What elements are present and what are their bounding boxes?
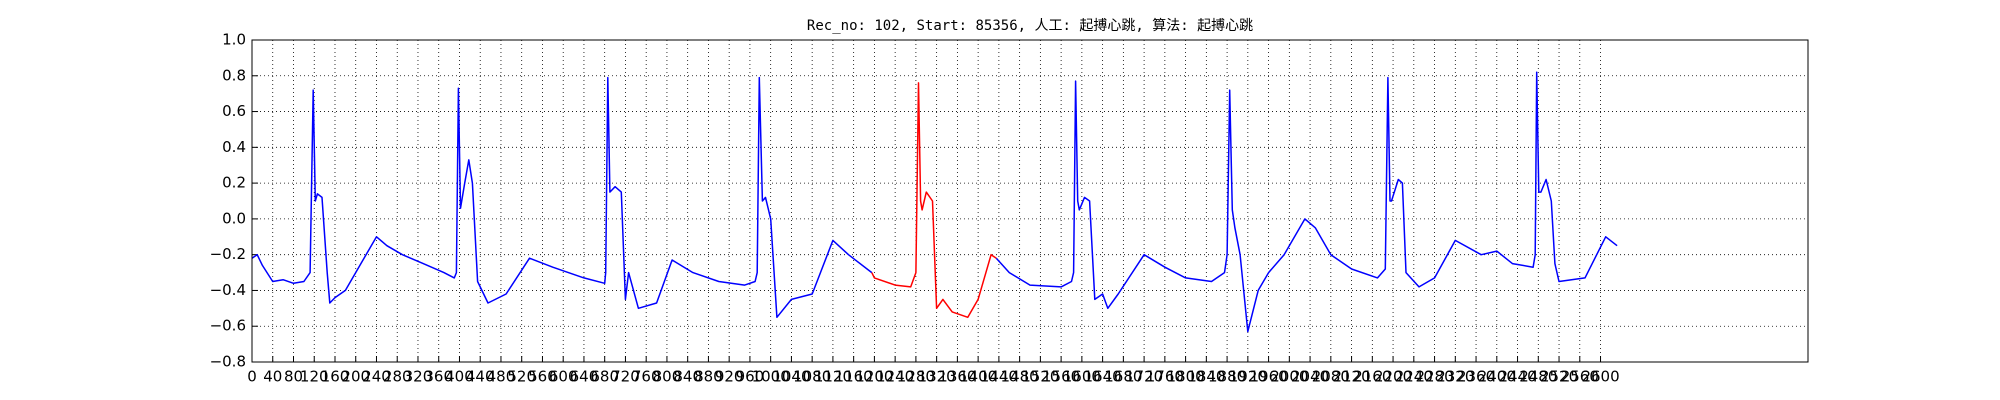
x-tick-label: 2280 xyxy=(1415,368,1453,386)
x-tick-label: 360 xyxy=(424,368,453,386)
x-tick-label: 520 xyxy=(507,368,536,386)
x-tick-label: 1400 xyxy=(959,368,997,386)
x-tick-label: 720 xyxy=(611,368,640,386)
x-tick-label: 1760 xyxy=(1146,368,1184,386)
x-tick-label: 2240 xyxy=(1395,368,1433,386)
x-tick-label: 1080 xyxy=(793,368,831,386)
x-tick-label: 1440 xyxy=(980,368,1018,386)
x-tick-label: 1280 xyxy=(897,368,935,386)
x-tick-label: 320 xyxy=(404,368,433,386)
x-tick-label: 680 xyxy=(590,368,619,386)
x-tick-label: 2200 xyxy=(1374,368,1412,386)
x-tick-label: 1640 xyxy=(1084,368,1122,386)
x-tick-label: 2080 xyxy=(1312,368,1350,386)
x-tick-label: 40 xyxy=(263,368,282,386)
x-tick-label: 1200 xyxy=(855,368,893,386)
x-tick-label: 1880 xyxy=(1208,368,1246,386)
x-tick-label: 1960 xyxy=(1249,368,1287,386)
x-tick-label: 1320 xyxy=(918,368,956,386)
ecg-line xyxy=(871,82,997,319)
x-tick-label: 2400 xyxy=(1478,368,1516,386)
x-tick-label: 2120 xyxy=(1332,368,1370,386)
x-tick-label: 1160 xyxy=(835,368,873,386)
x-tick-label: 1240 xyxy=(876,368,914,386)
x-tick-label: 1800 xyxy=(1167,368,1205,386)
x-tick-label: 2360 xyxy=(1457,368,1495,386)
y-tick-label: 0.4 xyxy=(222,138,246,156)
x-tick-label: 1040 xyxy=(772,368,810,386)
y-tick-label: 0.8 xyxy=(222,66,246,84)
y-tick-label: −0.2 xyxy=(210,245,246,263)
x-tick-label: 1360 xyxy=(938,368,976,386)
x-tick-label: 400 xyxy=(445,368,474,386)
x-tick-label: 2560 xyxy=(1561,368,1599,386)
y-tick-label: −0.6 xyxy=(210,317,246,335)
x-tick-label: 240 xyxy=(362,368,391,386)
y-tick-label: 1.0 xyxy=(222,31,246,49)
x-tick-label: 2600 xyxy=(1581,368,1619,386)
x-tick-label: 80 xyxy=(284,368,303,386)
x-tick-label: 440 xyxy=(466,368,495,386)
x-tick-label: 280 xyxy=(383,368,412,386)
x-tick-label: 1120 xyxy=(814,368,852,386)
chart-title: Rec_no: 102, Start: 85356, 人工: 起搏心跳, 算法:… xyxy=(807,17,1253,34)
x-tick-label: 920 xyxy=(715,368,744,386)
x-tick-label: 2160 xyxy=(1353,368,1391,386)
x-tick-label: 840 xyxy=(673,368,702,386)
x-tick-label: 2000 xyxy=(1270,368,1308,386)
x-tick-label: 800 xyxy=(653,368,682,386)
y-tick-label: 0.6 xyxy=(222,102,246,120)
x-tick-label: 1480 xyxy=(1001,368,1039,386)
x-tick-label: 2040 xyxy=(1291,368,1329,386)
x-tick-label: 160 xyxy=(321,368,350,386)
x-tick-label: 1000 xyxy=(752,368,790,386)
x-tick-label: 0 xyxy=(247,368,257,386)
x-tick-label: 1920 xyxy=(1229,368,1267,386)
x-tick-label: 640 xyxy=(570,368,599,386)
x-tick-label: 2480 xyxy=(1519,368,1557,386)
y-tick-label: 0.0 xyxy=(222,209,246,227)
ecg-line xyxy=(251,71,1618,333)
x-tick-label: 560 xyxy=(528,368,557,386)
y-tick-label: −0.8 xyxy=(210,353,246,371)
x-tick-label: 2520 xyxy=(1540,368,1578,386)
y-tick-label: −0.4 xyxy=(210,281,246,299)
x-tick-label: 120 xyxy=(300,368,329,386)
x-tick-label: 2440 xyxy=(1498,368,1536,386)
x-tick-label: 600 xyxy=(549,368,578,386)
x-tick-label: 880 xyxy=(694,368,723,386)
x-tick-label: 1720 xyxy=(1125,368,1163,386)
x-tick-label: 1600 xyxy=(1063,368,1101,386)
y-tick-label: 0.2 xyxy=(222,174,246,192)
x-tick-label: 200 xyxy=(341,368,370,386)
x-tick-label: 1840 xyxy=(1187,368,1225,386)
x-tick-label: 1680 xyxy=(1104,368,1142,386)
x-tick-label: 760 xyxy=(632,368,661,386)
x-tick-label: 1560 xyxy=(1042,368,1080,386)
x-tick-label: 480 xyxy=(487,368,516,386)
x-tick-label: 1520 xyxy=(1021,368,1059,386)
x-tick-label: 2320 xyxy=(1436,368,1474,386)
plot-frame xyxy=(251,39,1809,363)
x-tick-label: 960 xyxy=(736,368,765,386)
